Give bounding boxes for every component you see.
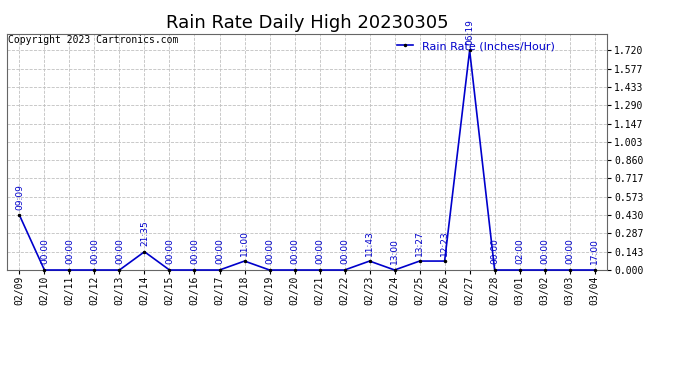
Text: 00:00: 00:00 (490, 238, 499, 264)
Text: 13:00: 13:00 (390, 238, 399, 264)
Text: 00:00: 00:00 (65, 238, 74, 264)
Text: 00:00: 00:00 (115, 238, 124, 264)
Legend: Rain Rate (Inches/Hour): Rain Rate (Inches/Hour) (393, 37, 560, 56)
Text: 00:00: 00:00 (315, 238, 324, 264)
Text: 09:09: 09:09 (15, 184, 24, 210)
Text: 11:43: 11:43 (365, 230, 374, 255)
Text: 12:23: 12:23 (440, 230, 449, 255)
Text: 06:19: 06:19 (465, 19, 474, 45)
Text: 00:00: 00:00 (215, 238, 224, 264)
Text: 13:27: 13:27 (415, 230, 424, 255)
Text: 00:00: 00:00 (165, 238, 174, 264)
Text: 00:00: 00:00 (540, 238, 549, 264)
Text: 02:00: 02:00 (515, 239, 524, 264)
Text: 21:35: 21:35 (140, 220, 149, 246)
Text: 00:00: 00:00 (290, 238, 299, 264)
Text: 17:00: 17:00 (590, 238, 599, 264)
Title: Rain Rate Daily High 20230305: Rain Rate Daily High 20230305 (166, 14, 448, 32)
Text: 00:00: 00:00 (190, 238, 199, 264)
Text: 11:00: 11:00 (240, 230, 249, 255)
Text: 00:00: 00:00 (265, 238, 274, 264)
Text: 00:00: 00:00 (565, 238, 574, 264)
Text: 00:00: 00:00 (40, 238, 49, 264)
Text: 00:00: 00:00 (90, 238, 99, 264)
Text: Copyright 2023 Cartronics.com: Copyright 2023 Cartronics.com (8, 35, 179, 45)
Text: 00:00: 00:00 (340, 238, 349, 264)
